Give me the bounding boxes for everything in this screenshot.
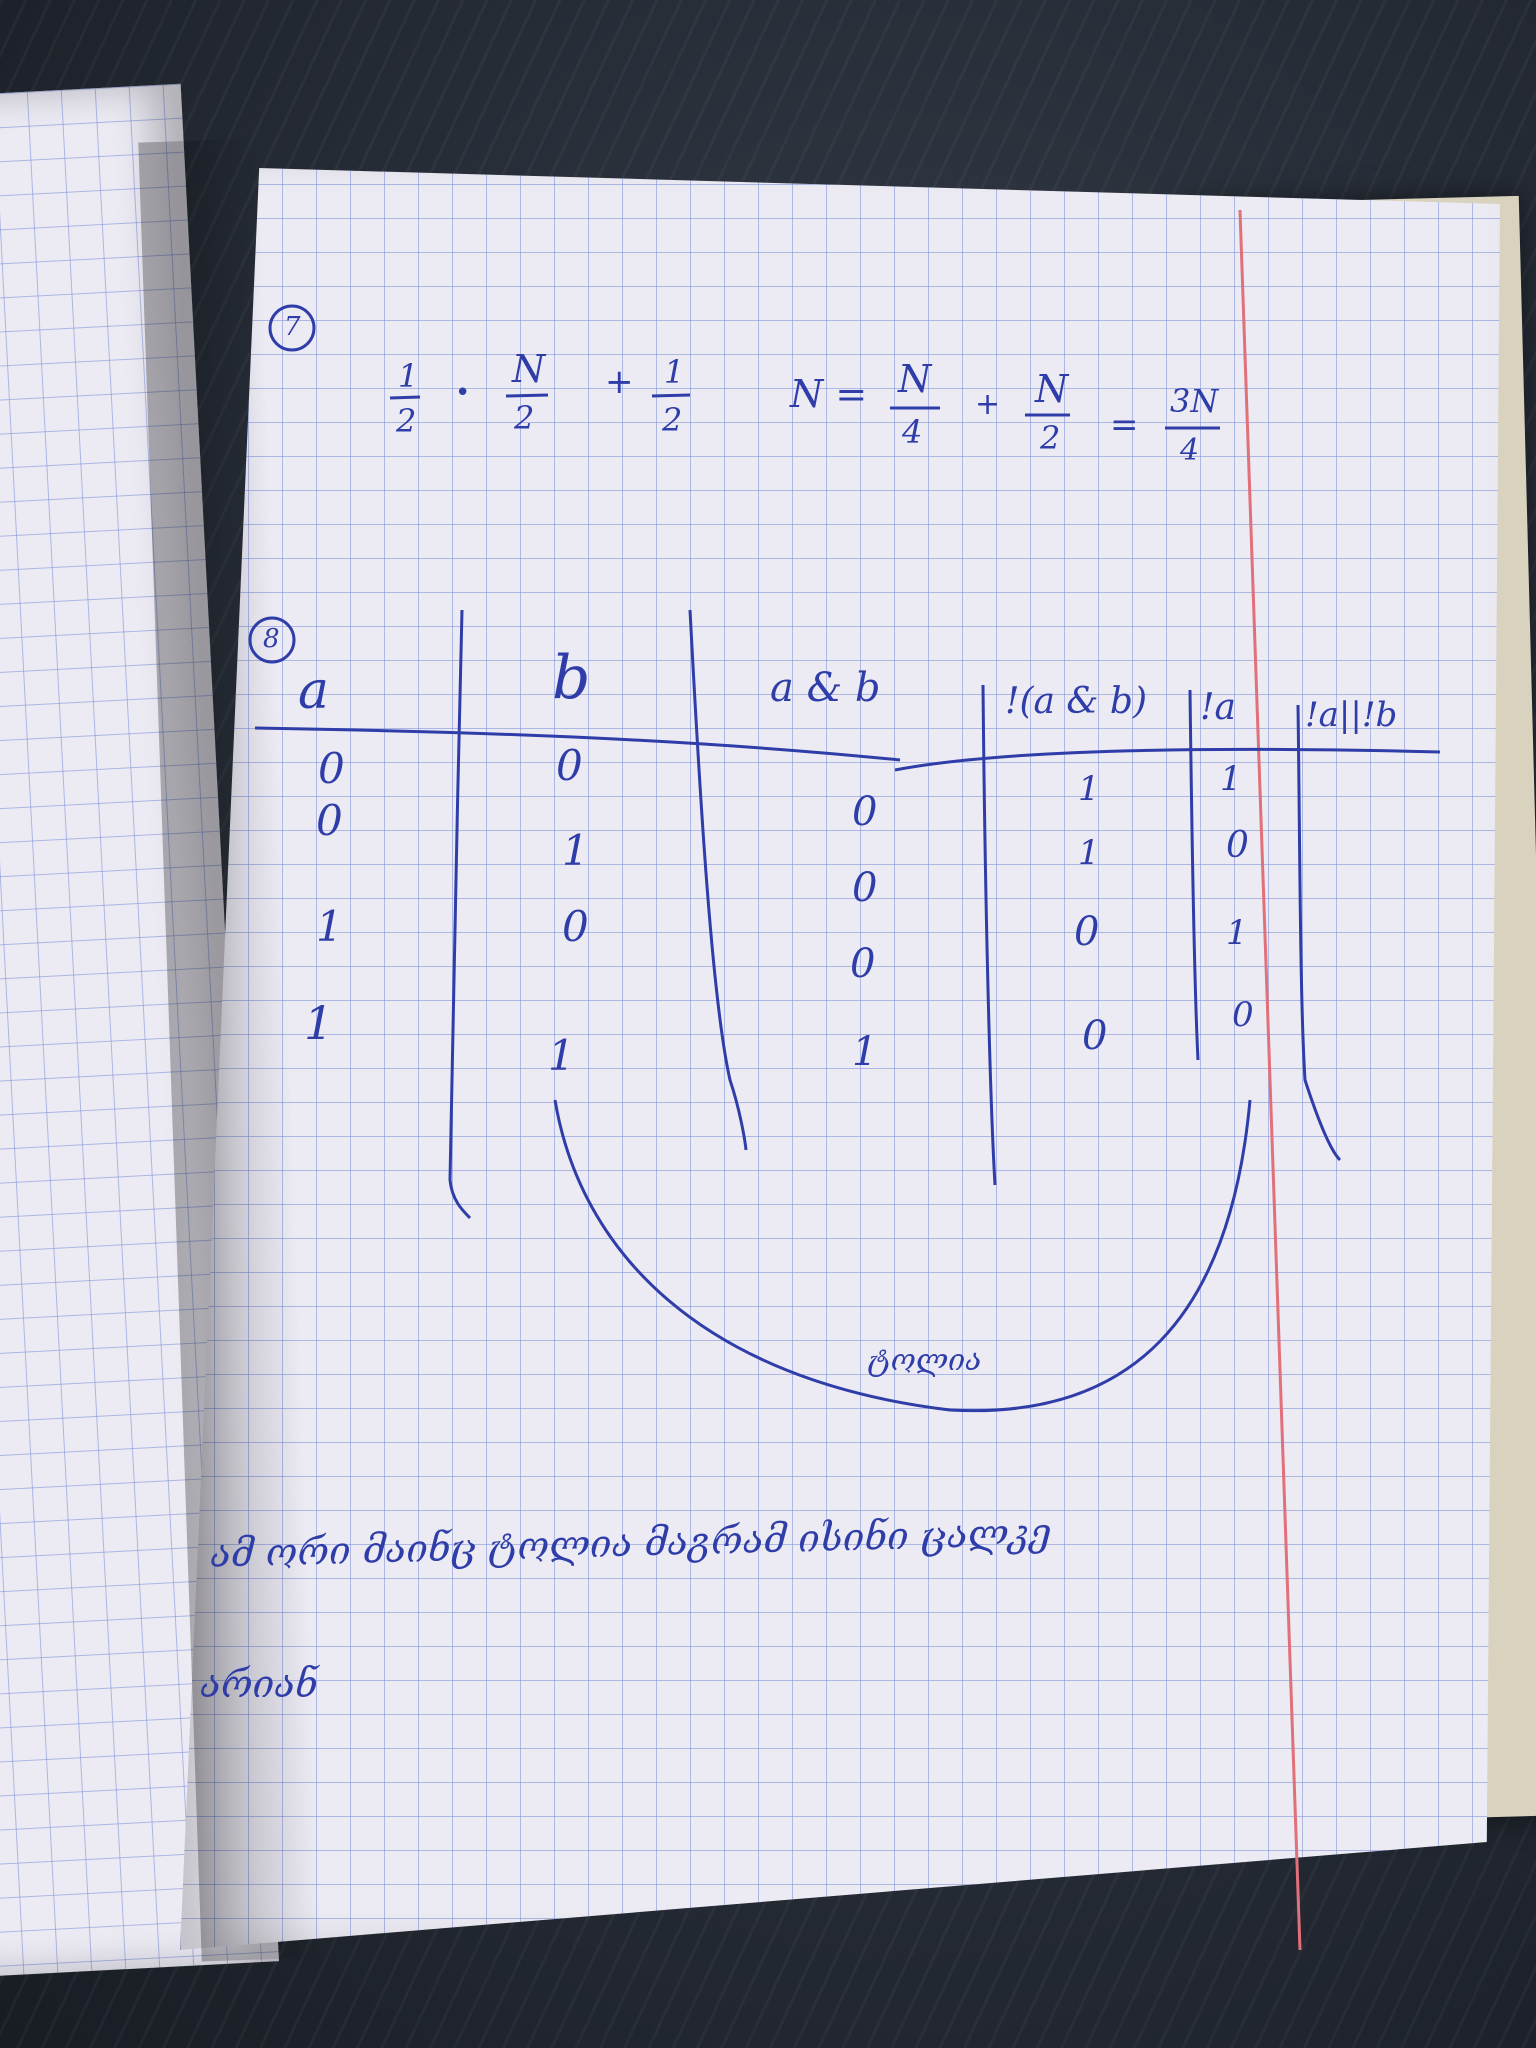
fraction-bars [389, 393, 1220, 430]
eq-equals: = [1110, 405, 1139, 445]
divider-not-nota [1188, 689, 1200, 1061]
eq-term2-den: 2 [514, 399, 535, 437]
eq-term1-num: 1 [398, 357, 419, 395]
cell-and-4: 1 [852, 1029, 878, 1075]
table-header-line-left [254, 726, 901, 762]
header-a-and-b: a & b [770, 665, 881, 711]
cell-and-2: 0 [852, 865, 878, 911]
eq-times: • [455, 378, 471, 408]
eq-term3-den: 2 [662, 401, 683, 439]
eq-result-num: 3N [1170, 382, 1219, 420]
divider-and-not [981, 684, 997, 1186]
eq-result-den: 4 [1180, 433, 1200, 468]
cell-not-a-2: 0 [1226, 825, 1249, 866]
cell-not-and-1: 1 [1078, 769, 1100, 809]
cell-a-3: 1 [316, 902, 343, 951]
eq-term3-num: 1 [664, 353, 685, 391]
eq-plus-2: + [975, 387, 1001, 422]
cell-and-1: 0 [852, 789, 878, 835]
cell-a-4: 1 [304, 996, 334, 1050]
cell-not-a-3: 1 [1226, 913, 1248, 953]
header-not-a: !a [1200, 687, 1236, 728]
cell-not-and-2: 1 [1078, 833, 1100, 873]
cell-b-4: 1 [548, 1031, 575, 1080]
cell-b-2: 1 [562, 826, 589, 875]
cell-not-and-4: 0 [1082, 1013, 1108, 1059]
cell-a-2: 0 [316, 796, 343, 845]
cell-b-1: 0 [556, 741, 583, 790]
eq-n-equals: N = [790, 372, 868, 416]
problem-7-number: 7 [284, 312, 301, 342]
cell-a-1: 0 [318, 744, 345, 793]
cell-and-3: 0 [850, 941, 876, 987]
table-dividers [448, 609, 1342, 1220]
cell-b-3: 0 [562, 902, 589, 951]
divider-a-b [448, 609, 472, 1220]
divider-nota-or [1296, 704, 1342, 1162]
eq-term4-num: N [898, 357, 932, 401]
red-margin-line [1238, 209, 1302, 1951]
header-not-a-or-not-b: !a||!b [1305, 695, 1398, 735]
footer-note-line-2: არიან [200, 1662, 318, 1706]
problem-8-number: 8 [263, 624, 280, 654]
eq-term1-den: 2 [396, 402, 417, 440]
cell-not-a-4: 0 [1232, 995, 1254, 1035]
eq-term5-num: N [1035, 367, 1069, 411]
table-header-line-right [894, 747, 1441, 772]
equality-bracket [553, 1099, 1252, 1413]
header-not-a-and-b: !(a & b) [1005, 681, 1147, 722]
cell-not-and-3: 0 [1074, 909, 1100, 955]
eq-term4-den: 4 [902, 413, 923, 451]
bracket-label: ტოლია [868, 1343, 982, 1378]
notebook-right-page [180, 168, 1500, 1950]
eq-term2-num: N [512, 347, 546, 391]
eq-term5-den: 2 [1040, 419, 1061, 457]
problem-8-circle [248, 616, 296, 664]
cell-not-a-1: 1 [1220, 759, 1242, 799]
header-b: b [552, 643, 591, 713]
problem-7-circle [268, 304, 316, 352]
divider-b-and [688, 609, 748, 1151]
eq-plus-1: + [605, 362, 634, 402]
header-a: a [298, 661, 330, 721]
